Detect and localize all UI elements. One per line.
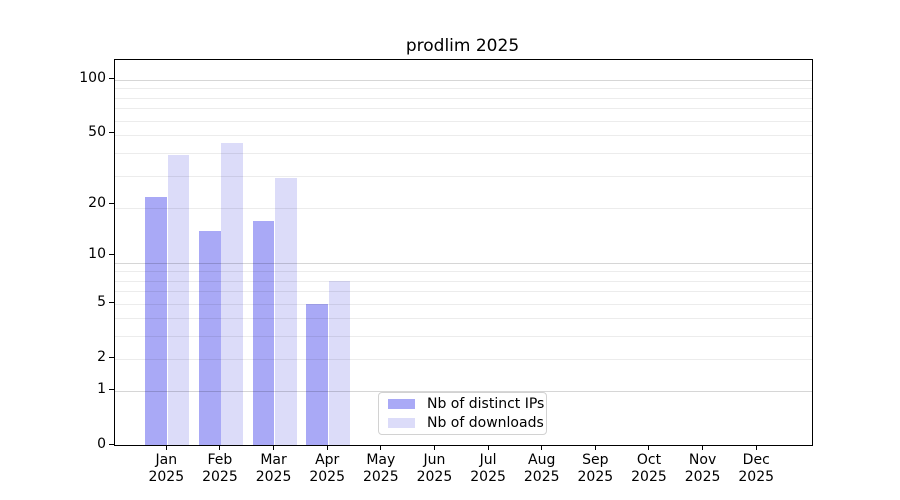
gridline — [115, 303, 812, 305]
legend: Nb of distinct IPs Nb of downloads — [378, 392, 547, 435]
bar-distinct-ips-feb — [198, 230, 221, 445]
bar-downloads-feb — [221, 143, 243, 445]
x-axis-tick — [326, 445, 328, 450]
x-axis-tick-label: May 2025 — [362, 452, 399, 485]
legend-label: Nb of distinct IPs — [427, 396, 545, 412]
gridline — [115, 120, 812, 122]
x-axis-tick — [702, 445, 704, 450]
legend-entry: Nb of downloads — [388, 415, 544, 431]
x-axis-tick-label: Jul 2025 — [470, 452, 506, 485]
gridline — [115, 175, 812, 177]
x-axis-tick-label: Feb 2025 — [202, 452, 238, 485]
chart-title: prodlim 2025 — [405, 36, 520, 56]
gridline — [115, 390, 812, 392]
y-axis-tick — [108, 132, 114, 133]
x-axis-tick-label: Aug 2025 — [523, 452, 560, 485]
gridline — [115, 291, 812, 293]
x-axis-tick — [594, 445, 596, 450]
y-axis-tick — [108, 202, 114, 204]
gridline — [115, 280, 812, 282]
legend-entry: Nb of distinct IPs — [388, 396, 544, 412]
x-axis-tick-label: Jun 2025 — [416, 452, 453, 485]
y-axis-tick — [108, 389, 114, 391]
bar-distinct-ips-mar — [252, 220, 275, 445]
y-axis-tick-label: 2 — [97, 349, 106, 366]
x-axis-tick-label: Sep 2025 — [577, 452, 614, 485]
bar-downloads-apr — [328, 280, 351, 445]
y-axis-tick-label: 0 — [97, 435, 106, 452]
y-axis-tick-label: 1 — [97, 381, 106, 398]
gridline — [115, 80, 812, 81]
gridline — [115, 88, 812, 90]
y-axis-tick-label: 5 — [97, 294, 106, 311]
bar-distinct-ips-jan — [145, 196, 167, 445]
x-axis-tick — [219, 445, 221, 450]
y-axis-tick-label: 50 — [88, 124, 106, 140]
x-axis-tick — [165, 445, 167, 450]
x-axis-tick-label: Dec 2025 — [738, 452, 775, 485]
x-axis-tick-label: Apr 2025 — [309, 452, 345, 485]
gridline — [115, 108, 812, 110]
x-axis-tick-label: Jan 2025 — [148, 452, 185, 485]
distinct-ips-swatch-icon — [388, 399, 415, 409]
gridline — [115, 318, 812, 320]
y-axis-tick — [108, 357, 114, 359]
gridline — [115, 97, 812, 99]
x-axis-tick — [433, 445, 435, 450]
gridline — [115, 335, 812, 337]
y-axis-tick — [108, 443, 114, 445]
legend-label: Nb of downloads — [427, 415, 544, 431]
y-axis-tick-label: 100 — [79, 69, 106, 86]
y-axis-tick — [108, 253, 114, 255]
bar-downloads-mar — [274, 178, 297, 445]
gridline — [115, 152, 812, 154]
plot-area — [114, 59, 813, 446]
gridline — [115, 263, 812, 264]
x-axis-tick — [487, 445, 489, 450]
x-axis-tick — [273, 445, 275, 450]
y-axis-tick — [108, 77, 114, 79]
x-axis-tick-label: Nov 2025 — [684, 452, 721, 485]
gridline — [115, 358, 812, 360]
x-axis-tick — [755, 445, 757, 450]
bar-downloads-jan — [167, 154, 190, 445]
gridline — [115, 207, 812, 209]
y-axis-tick — [108, 302, 114, 304]
bar-distinct-ips-apr — [306, 303, 328, 445]
x-axis-tick-label: Oct 2025 — [631, 452, 667, 485]
downloads-swatch-icon — [388, 418, 415, 428]
gridline — [115, 271, 812, 273]
gridline — [115, 135, 812, 137]
x-axis-tick — [648, 445, 650, 450]
y-axis-tick-label: 20 — [88, 194, 106, 211]
x-axis-tick-label: Mar 2025 — [255, 452, 292, 485]
y-axis-tick-label: 10 — [88, 245, 106, 262]
x-axis-tick — [380, 445, 382, 450]
x-axis-tick — [541, 445, 543, 450]
